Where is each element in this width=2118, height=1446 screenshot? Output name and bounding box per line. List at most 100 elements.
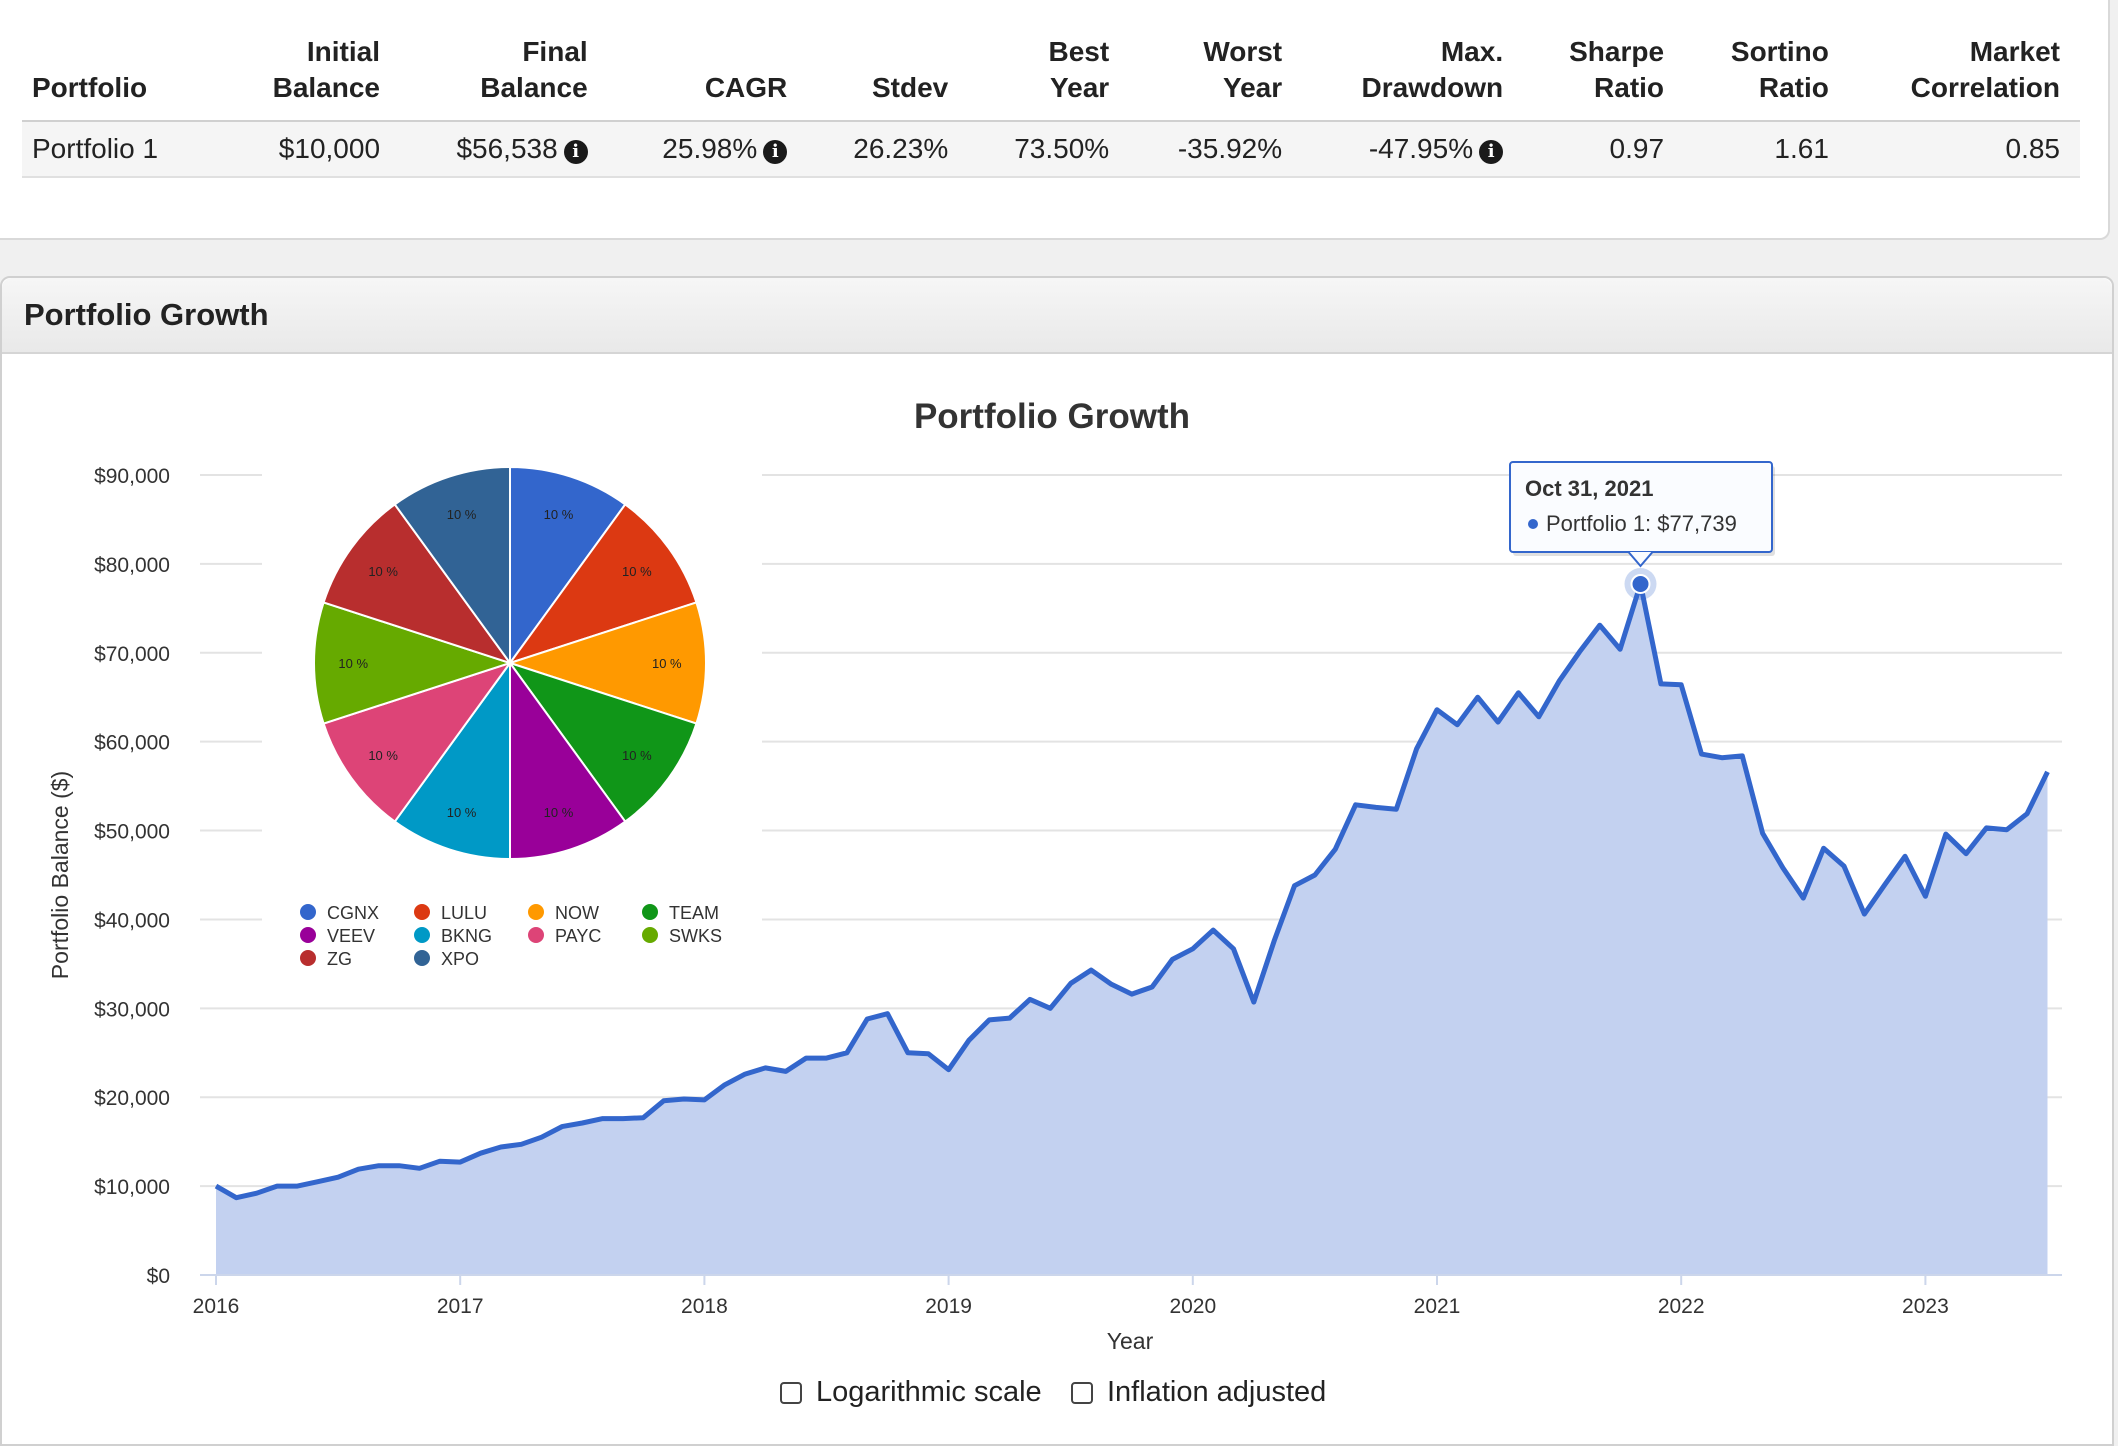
legend-swatch bbox=[528, 904, 544, 920]
legend-swatch bbox=[300, 927, 316, 943]
cell-cagr: 25.98% i bbox=[607, 121, 808, 178]
header-worst-year: Worst Year bbox=[1129, 26, 1303, 122]
info-icon[interactable]: i bbox=[763, 140, 788, 164]
x-tick-label: 2016 bbox=[193, 1295, 240, 1318]
legend-item-xpo[interactable]: XPO bbox=[414, 949, 479, 969]
y-tick-label: $80,000 bbox=[94, 554, 170, 577]
header-stdev: Stdev bbox=[807, 26, 969, 122]
inflation-label: Inflation adjusted bbox=[1107, 1376, 1327, 1408]
pie-slice-xpo[interactable] bbox=[393, 465, 511, 667]
header-best-year: Best Year bbox=[968, 26, 1130, 122]
pie-slice-label: 10 % bbox=[622, 748, 652, 763]
cell-initial-balance: $10,000 bbox=[223, 121, 401, 178]
header-initial-balance: Initial Balance bbox=[223, 26, 401, 122]
info-icon[interactable]: i bbox=[563, 140, 588, 164]
legend-swatch bbox=[300, 950, 316, 966]
cell-max-drawdown: -47.95% i bbox=[1302, 121, 1524, 178]
table-row: Portfolio 1 $10,000 $56,538 i 25.98% i 26.… bbox=[22, 121, 2080, 178]
cell-worst-year: -35.92% bbox=[1129, 121, 1303, 178]
pie-slice-label: 10 % bbox=[652, 656, 682, 671]
cell-best-year: 73.50% bbox=[968, 121, 1130, 178]
pie-slice-label: 10 % bbox=[622, 564, 652, 579]
legend-label: NOW bbox=[555, 903, 599, 923]
x-tick-label: 2019 bbox=[925, 1295, 972, 1318]
summary-table: Portfolio Initial Balance Final Balance CA… bbox=[22, 26, 2080, 178]
cell-sortino-ratio: 1.61 bbox=[1684, 121, 1849, 178]
pie-slice-swks[interactable] bbox=[313, 601, 514, 725]
legend-label: XPO bbox=[441, 949, 479, 969]
pie-slice-label: 10 % bbox=[368, 564, 398, 579]
legend-label: SWKS bbox=[669, 926, 722, 946]
pie-slice-label: 10 % bbox=[544, 805, 574, 820]
log-scale-label: Logarithmic scale bbox=[816, 1376, 1042, 1408]
legend-label: CGNX bbox=[327, 903, 379, 923]
series-line-portfolio-1[interactable] bbox=[214, 581, 2050, 1201]
legend-item-payc[interactable]: PAYC bbox=[528, 926, 601, 946]
info-icon[interactable]: i bbox=[1479, 140, 1504, 164]
summary-header-row: Portfolio Initial Balance Final Balance CA… bbox=[22, 26, 2080, 122]
pie-slice-label: 10 % bbox=[447, 805, 477, 820]
legend-item-bkng[interactable]: BKNG bbox=[414, 926, 492, 946]
legend-swatch bbox=[414, 904, 430, 920]
header-market-correlation: Market Correlation bbox=[1848, 26, 2080, 122]
y-axis-label: Portfolio Balance ($) bbox=[47, 771, 73, 979]
y-tick-label: $10,000 bbox=[94, 1176, 170, 1199]
legend-label: ZG bbox=[327, 949, 352, 969]
log-scale-option[interactable]: Logarithmic scale bbox=[780, 1376, 1042, 1409]
legend-item-team[interactable]: TEAM bbox=[642, 903, 719, 923]
pie-slice-label: 10 % bbox=[544, 507, 574, 522]
legend-item-veev[interactable]: VEEV bbox=[300, 926, 375, 946]
legend-item-swks[interactable]: SWKS bbox=[642, 926, 722, 946]
legend-label: TEAM bbox=[669, 903, 719, 923]
log-scale-checkbox[interactable] bbox=[780, 1381, 802, 1404]
pie-slice-label: 10 % bbox=[447, 507, 477, 522]
pie-slice-team[interactable] bbox=[507, 661, 698, 823]
x-tick-label: 2018 bbox=[681, 1295, 728, 1318]
highlight-point[interactable] bbox=[1630, 573, 1651, 594]
pie-slice-cgnx[interactable] bbox=[509, 465, 627, 667]
legend-item-lulu[interactable]: LULU bbox=[414, 903, 487, 923]
y-tick-label: $40,000 bbox=[94, 909, 170, 932]
cell-market-correlation: 0.85 bbox=[1848, 121, 2080, 178]
section-title: Portfolio Growth bbox=[2, 278, 2112, 354]
legend-swatch bbox=[642, 904, 658, 920]
pie-slice-payc[interactable] bbox=[322, 661, 513, 823]
x-tick-label: 2017 bbox=[437, 1295, 484, 1318]
y-tick-label: $60,000 bbox=[94, 732, 170, 755]
pie-slice-bkng[interactable] bbox=[393, 659, 511, 861]
tooltip-series-dot bbox=[1528, 519, 1538, 529]
pie-slice-zg[interactable] bbox=[322, 503, 513, 665]
header-final-balance: Final Balance bbox=[400, 26, 608, 122]
x-tick-label: 2023 bbox=[1902, 1295, 1949, 1318]
pie-slice-label: 10 % bbox=[368, 748, 398, 763]
legend-label: LULU bbox=[441, 903, 487, 923]
legend-item-cgnx[interactable]: CGNX bbox=[300, 903, 379, 923]
x-tick-label: 2021 bbox=[1414, 1295, 1461, 1318]
inflation-checkbox[interactable] bbox=[1071, 1381, 1093, 1404]
pie-slice-veev[interactable] bbox=[509, 659, 627, 861]
legend-item-now[interactable]: NOW bbox=[528, 903, 599, 923]
pie-slice-now[interactable] bbox=[506, 601, 707, 725]
cell-final-balance: $56,538 i bbox=[400, 121, 608, 178]
pie-slice-label: 10 % bbox=[338, 656, 368, 671]
legend-swatch bbox=[642, 927, 658, 943]
cell-stdev: 26.23% bbox=[807, 121, 969, 178]
header-portfolio: Portfolio bbox=[22, 26, 224, 122]
legend-label: PAYC bbox=[555, 926, 601, 946]
x-tick-label: 2022 bbox=[1658, 1295, 1705, 1318]
y-tick-label: $90,000 bbox=[94, 465, 170, 488]
tooltip-value: Portfolio 1: $77,739 bbox=[1546, 511, 1737, 536]
legend-label: VEEV bbox=[327, 926, 375, 946]
legend-item-zg[interactable]: ZG bbox=[300, 949, 352, 969]
summary-card: Portfolio Initial Balance Final Balance CA… bbox=[0, 0, 2110, 240]
y-tick-label: $70,000 bbox=[94, 643, 170, 666]
inflation-option[interactable]: Inflation adjusted bbox=[1071, 1376, 1326, 1409]
y-tick-label: $50,000 bbox=[94, 821, 170, 844]
cell-portfolio: Portfolio 1 bbox=[22, 121, 224, 178]
y-tick-label: $0 bbox=[147, 1265, 170, 1288]
y-tick-label: $20,000 bbox=[94, 1087, 170, 1110]
pie-slice-lulu[interactable] bbox=[507, 503, 698, 665]
tooltip-date: Oct 31, 2021 bbox=[1525, 476, 1653, 501]
legend-swatch bbox=[300, 904, 316, 920]
